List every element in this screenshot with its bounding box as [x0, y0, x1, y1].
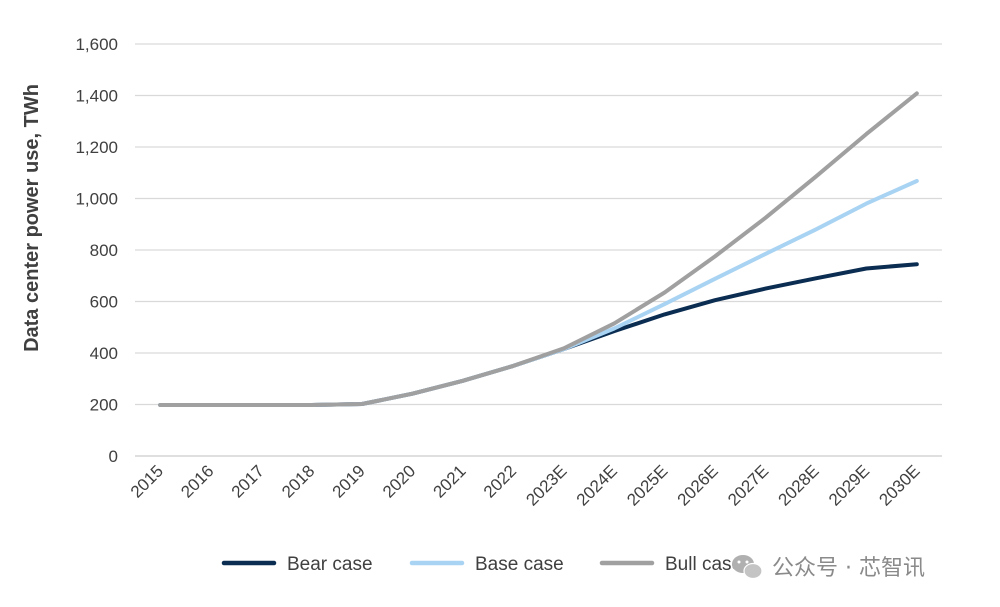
series-line-base-case	[158, 179, 919, 407]
x-tick-label: 2025E	[623, 461, 671, 509]
legend: Bear case Base case Bull case	[221, 554, 742, 575]
y-tick-label: 1,200	[75, 138, 118, 157]
x-tick-label: 2021	[429, 461, 469, 501]
x-tick-label: 2019	[329, 461, 369, 501]
x-tick-label: 2023E	[522, 461, 570, 509]
x-tick-label: 2026E	[674, 461, 722, 509]
y-tick-label: 200	[90, 396, 118, 415]
watermark: 公众号 · 芯智讯	[732, 555, 925, 581]
series-lines	[158, 91, 919, 407]
x-tick-label: 2018	[278, 461, 318, 501]
x-tick-label: 2030E	[875, 461, 923, 509]
y-tick-label: 400	[90, 344, 118, 363]
x-tick-label: 2027E	[724, 461, 772, 509]
y-tick-label: 600	[90, 293, 118, 312]
x-tick-label: 2024E	[573, 461, 621, 509]
y-tick-label: 1,400	[75, 87, 118, 106]
x-tick-label: 2022	[480, 461, 520, 501]
series-line-bull-case	[158, 91, 919, 407]
x-tick-label: 2016	[177, 461, 217, 501]
x-tick-label: 2017	[228, 461, 268, 501]
x-axis-ticks: 2015 2016 2017 2018 2019 2020 2021 2022 2023E 202…	[127, 461, 924, 509]
x-tick-label: 2028E	[775, 461, 823, 509]
watermark-text: 公众号 · 芯智讯	[772, 556, 925, 581]
x-tick-label: 2029E	[825, 461, 873, 509]
y-tick-label: 800	[90, 241, 118, 260]
y-axis-label: Data center power use, TWh	[21, 84, 43, 352]
series-line-bear-case	[158, 262, 919, 407]
x-tick-label: 2020	[379, 461, 419, 501]
legend-label: Bear case	[287, 554, 373, 575]
legend-label: Base case	[475, 554, 564, 575]
y-axis-ticks: 0 200 400 600 800 1,000 1,200 1,400 1,600	[75, 35, 118, 466]
y-tick-label: 0	[109, 447, 118, 466]
y-tick-label: 1,600	[75, 35, 118, 54]
wechat-icon	[732, 555, 763, 580]
x-tick-label: 2015	[127, 461, 167, 501]
gridlines	[135, 43, 942, 406]
legend-label: Bull case	[665, 554, 742, 575]
y-tick-label: 1,000	[75, 190, 118, 209]
